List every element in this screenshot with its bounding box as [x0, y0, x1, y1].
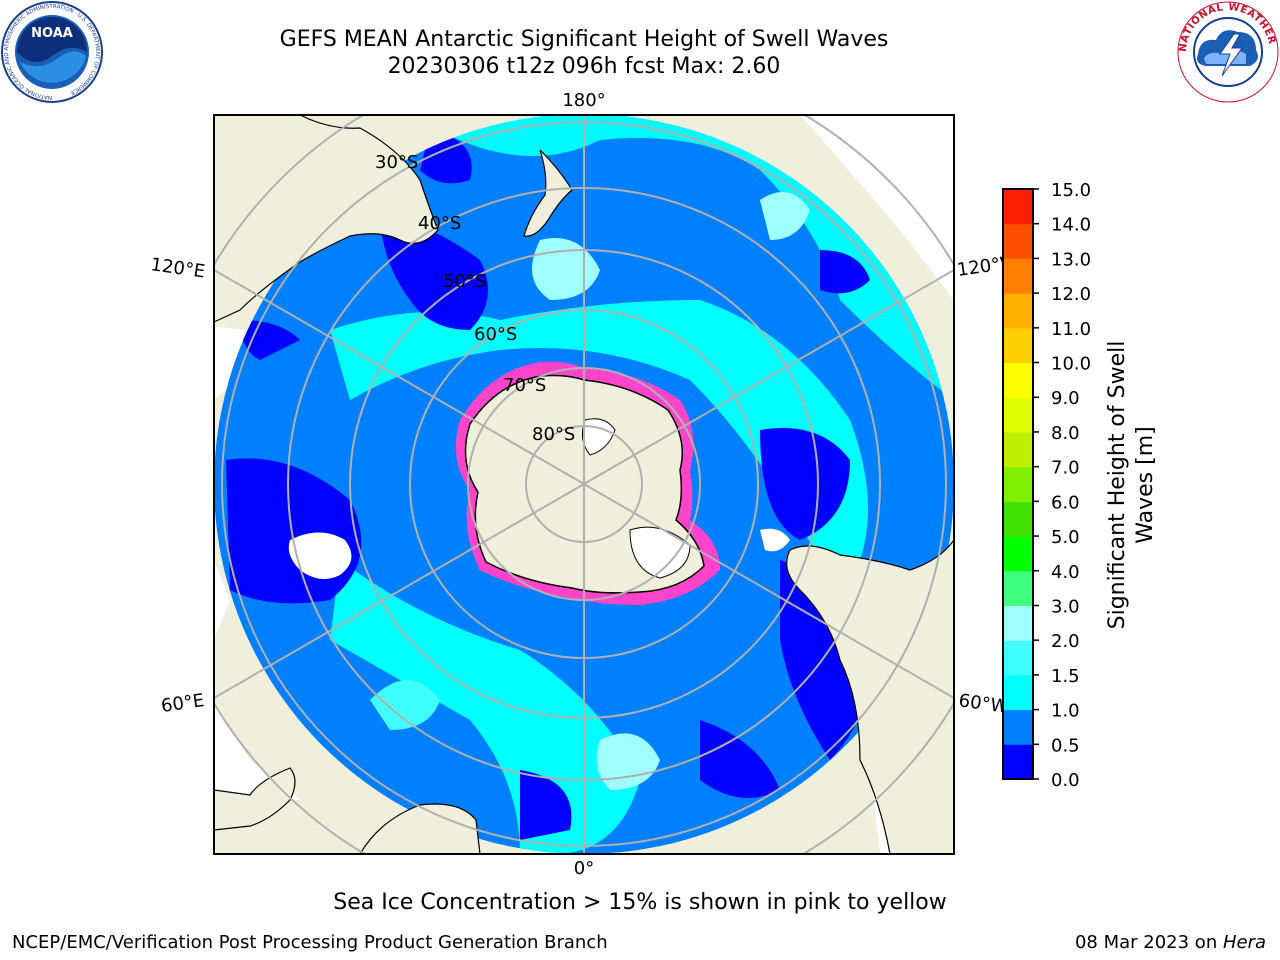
noaa-logo-text: NOAA: [31, 26, 73, 41]
lat-label-40s: 40°S: [418, 213, 461, 234]
colorbar-title-line1: Significant Height of Swell: [1105, 341, 1130, 630]
colorbar-segment: [1003, 223, 1033, 259]
lon-label-60e: 60°E: [160, 690, 206, 717]
colorbar-tick-label: 9.0: [1051, 388, 1080, 409]
colorbar-segment: [1003, 327, 1033, 364]
colorbar-tick-label: 11.0: [1051, 319, 1091, 340]
colorbar-tick-label: 1.0: [1051, 701, 1080, 722]
colorbar-tick-label: 12.0: [1051, 284, 1091, 305]
colorbar-tick-label: 0.0: [1051, 770, 1080, 791]
colorbar-tick-label: 2.0: [1051, 631, 1080, 652]
lat-label-60s: 60°S: [474, 324, 517, 345]
australia: [214, 115, 439, 323]
south-america: [786, 538, 954, 854]
colorbar-tick-label: 15.0: [1051, 180, 1091, 201]
footer-date-text: 08 Mar 2023 on: [1074, 932, 1223, 953]
colorbar-segment: [1003, 501, 1033, 537]
colorbar-segment: [1003, 258, 1033, 294]
colorbar: 0.0 0.5 1.0 1.5 2.0 3.0 4.0 5.0 6.0 7.0 8.0 9.0 10.0…: [1002, 180, 1091, 791]
new-zealand: [523, 149, 573, 237]
lat-label-80s: 80°S: [532, 424, 575, 445]
chart-title: GEFS MEAN Antarctic Significant Height o…: [279, 27, 889, 52]
africa: [359, 803, 481, 854]
colorbar-frame: [1002, 188, 1034, 780]
colorbar-tick-label: 0.5: [1051, 735, 1080, 756]
colorbar-segment: [1003, 570, 1033, 606]
colorbar-tick-label: 8.0: [1051, 423, 1080, 444]
lon-label-180: 180°: [562, 90, 605, 111]
footer-machine: Hera: [1222, 932, 1266, 953]
colorbar-segment: [1003, 640, 1033, 676]
colorbar-segment: [1003, 362, 1033, 398]
meridians: [214, 115, 954, 854]
colorbar-tick-label: 6.0: [1051, 492, 1080, 513]
colorbar-segment: [1003, 431, 1033, 468]
colorbar-tick-label: 5.0: [1051, 527, 1080, 548]
chart-subtitle: 20230306 t12z 096h fcst Max: 2.60: [387, 54, 781, 79]
colorbar-tick-label: 14.0: [1051, 215, 1091, 236]
colorbar-segment: [1003, 189, 1033, 225]
lon-label-60w: 60°W: [957, 690, 1009, 718]
colorbar-segment: [1003, 536, 1033, 572]
colorbar-tick-label: 3.0: [1051, 596, 1080, 617]
colorbar-tick-label: 7.0: [1051, 458, 1080, 479]
colorbar-segment: [1003, 744, 1033, 780]
colorbar-title-line2: Waves [m]: [1133, 426, 1158, 543]
colorbar-segment: [1003, 397, 1033, 433]
colorbar-segment: [1003, 466, 1033, 502]
footer-branch: NCEP/EMC/Verification Post Processing Pr…: [12, 932, 608, 953]
nws-logo: NATIONAL WEATHER SERVICE: [1176, 0, 1279, 103]
colorbar-segment: [1003, 674, 1033, 711]
colorbar-segment: [1003, 709, 1033, 745]
lat-label-30s: 30°S: [375, 152, 418, 173]
colorbar-tick-label: 1.5: [1051, 666, 1080, 687]
lat-label-50s: 50°S: [443, 271, 486, 292]
map-frame: [213, 114, 955, 855]
colorbar-tick-label: 10.0: [1051, 354, 1091, 375]
lon-label-0: 0°: [574, 858, 594, 879]
colorbar-tick-label: 4.0: [1051, 562, 1080, 583]
colorbar-segment: [1003, 605, 1033, 641]
lon-label-120e: 120°E: [149, 254, 206, 282]
colorbar-segment: [1003, 293, 1033, 329]
footer-date: 08 Mar 2023 on Hera: [1075, 932, 1266, 953]
sea-ice-note: Sea Ice Concentration > 15% is shown in …: [333, 890, 947, 915]
colorbar-tick-label: 13.0: [1051, 249, 1091, 270]
noaa-logo: NOAA NATIONAL OCEANIC AND ATMOSPHERIC AD…: [1, 1, 103, 103]
lat-label-70s: 70°S: [503, 375, 546, 396]
